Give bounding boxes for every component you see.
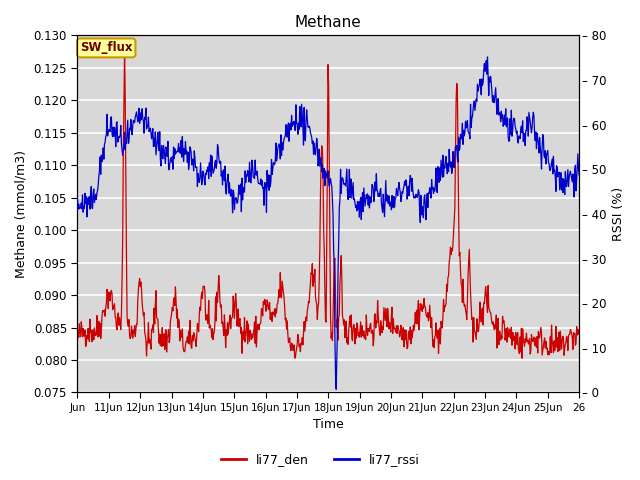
X-axis label: Time: Time	[313, 419, 344, 432]
Title: Methane: Methane	[295, 15, 362, 30]
Y-axis label: Methane (mmol/m3): Methane (mmol/m3)	[15, 150, 28, 278]
Y-axis label: RSSI (%): RSSI (%)	[612, 187, 625, 241]
Text: SW_flux: SW_flux	[80, 41, 132, 54]
Legend: li77_den, li77_rssi: li77_den, li77_rssi	[216, 448, 424, 471]
